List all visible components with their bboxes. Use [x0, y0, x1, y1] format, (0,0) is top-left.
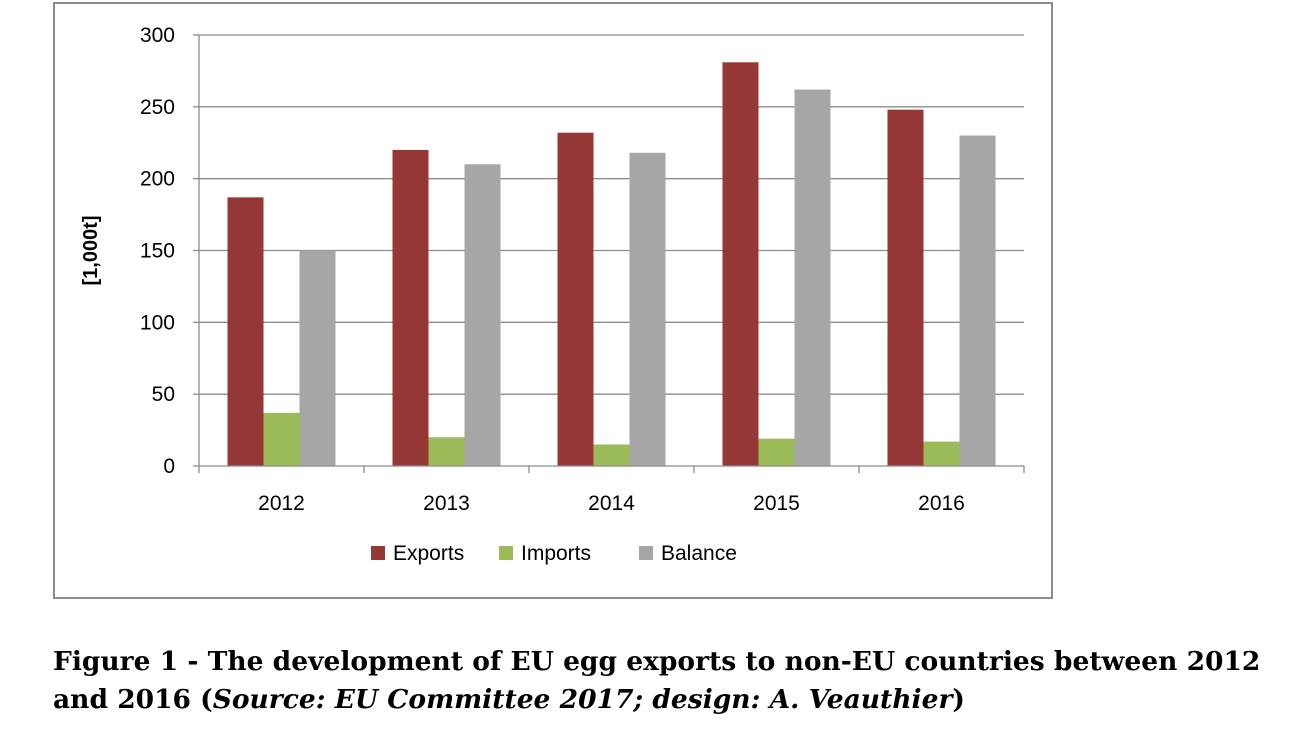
caption-line-1: Figure 1 - The development of EU egg exp… — [53, 646, 1261, 677]
bar-balance-2016 — [959, 135, 996, 467]
y-tick-label: 250 — [140, 96, 175, 119]
y-axis-label: [1,000t] — [80, 215, 102, 285]
y-tick-label: 100 — [140, 311, 175, 334]
bar-imports-2015 — [758, 438, 795, 466]
bar-exports-2014 — [557, 132, 594, 466]
bar-chart: 0 50 100 150 200 250 300 2012 2013 2014 2015 2016 [… — [80, 24, 1025, 565]
bar-balance-2015 — [794, 89, 831, 467]
y-tick-label: 0 — [163, 455, 175, 478]
bar-imports-2016 — [923, 441, 960, 466]
bar-exports-2015 — [722, 62, 759, 467]
gridlines — [199, 34, 1024, 395]
bar-imports-2012 — [263, 412, 300, 466]
y-tick-label: 200 — [140, 168, 175, 191]
x-tick-label: 2016 — [918, 492, 965, 515]
axes: 0 50 100 150 200 250 300 2012 2013 2014 2015 2016 — [140, 24, 1025, 515]
legend-swatch-balance — [639, 546, 653, 560]
bars — [227, 62, 996, 467]
x-tick-label: 2015 — [753, 492, 800, 515]
x-tick-label: 2013 — [423, 492, 470, 515]
bar-balance-2012 — [299, 250, 336, 466]
bar-exports-2013 — [392, 149, 429, 466]
legend-label-exports: Exports — [393, 542, 464, 565]
figure-caption: Figure 1 - The development of EU egg exp… — [53, 643, 1303, 719]
caption-source: Source: EU Committee 2017; design: A. Ve… — [212, 684, 953, 715]
chart-frame: 0 50 100 150 200 250 300 2012 2013 2014 2015 2016 [… — [53, 2, 1053, 599]
bar-balance-2014 — [629, 152, 666, 466]
legend-swatch-exports — [371, 546, 385, 560]
legend-label-imports: Imports — [521, 542, 591, 565]
y-tick-label: 300 — [140, 24, 175, 47]
caption-line-2-start: and 2016 ( — [53, 684, 213, 715]
bar-imports-2013 — [428, 437, 465, 466]
bar-balance-2013 — [464, 164, 501, 467]
bar-exports-2012 — [227, 197, 264, 467]
bar-exports-2016 — [887, 109, 924, 466]
legend-label-balance: Balance — [661, 542, 737, 565]
legend-swatch-imports — [499, 546, 513, 560]
legend: Exports Imports Balance — [371, 542, 737, 565]
y-tick-label: 50 — [152, 383, 175, 406]
y-tick-label: 150 — [140, 240, 175, 263]
x-tick-label: 2012 — [258, 492, 305, 515]
x-tick-label: 2014 — [588, 492, 635, 515]
bar-imports-2014 — [593, 444, 630, 466]
caption-line-2-end: ) — [952, 684, 965, 715]
